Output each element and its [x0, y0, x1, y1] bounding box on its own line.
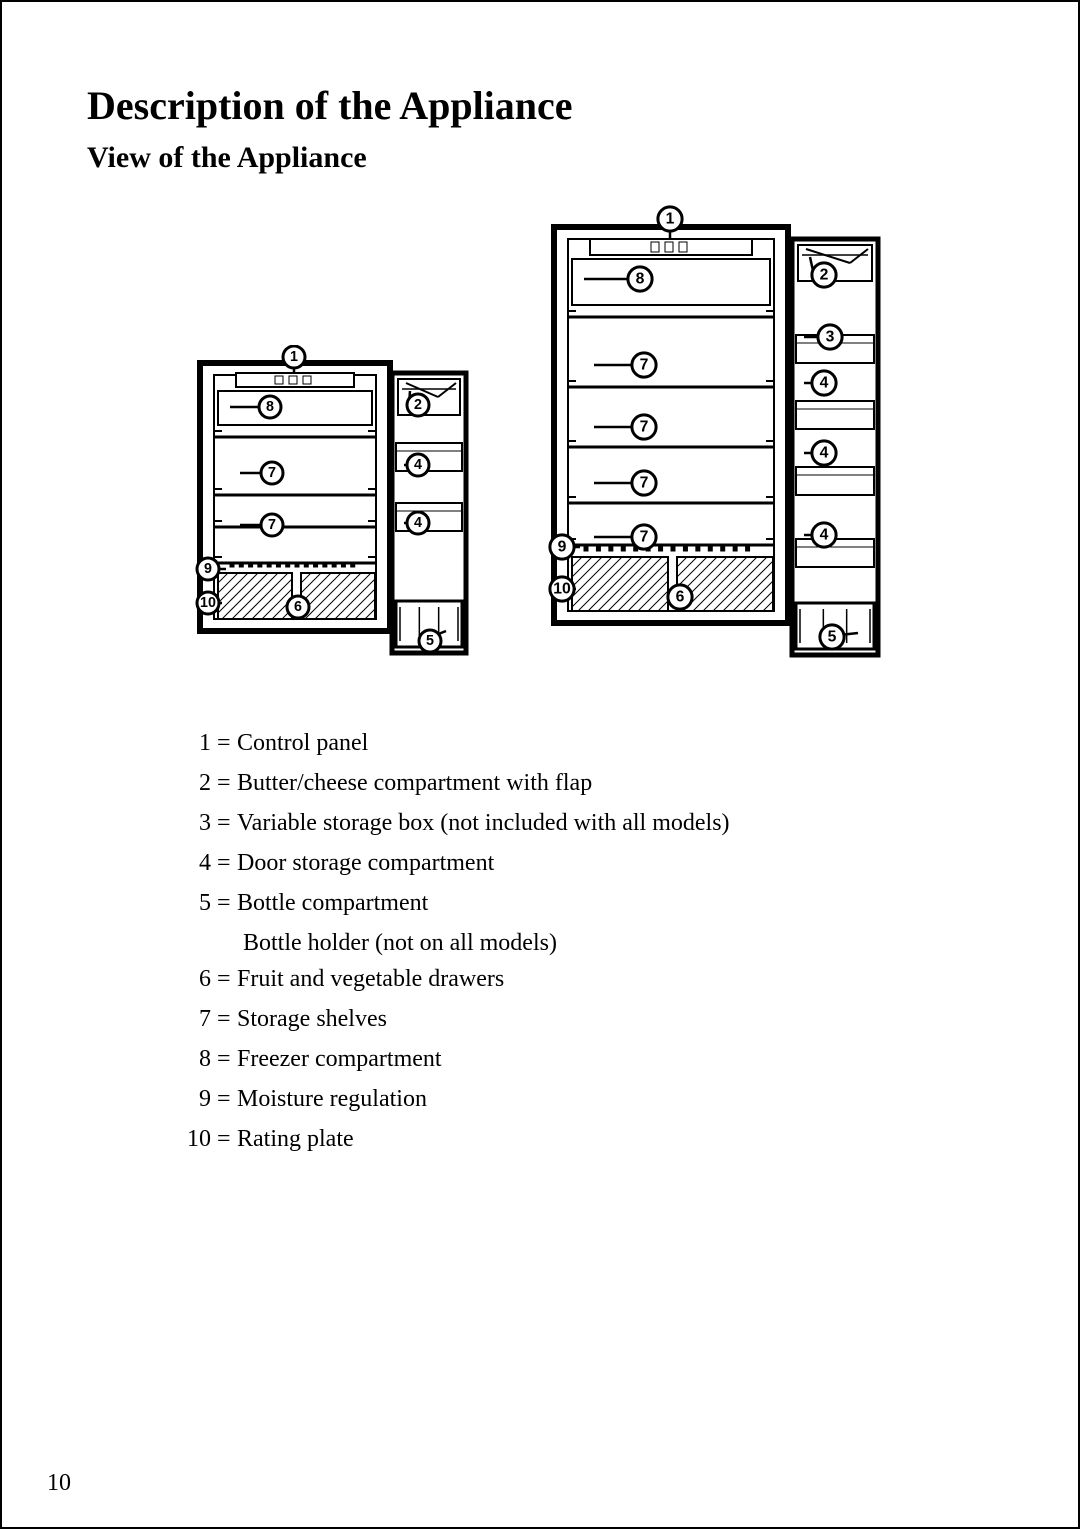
svg-text:7: 7 [640, 357, 649, 374]
svg-text:4: 4 [414, 457, 422, 473]
legend-item: 9=Moisture regulation [167, 1081, 1013, 1117]
legend-text: Storage shelves [237, 1001, 387, 1037]
page-subtitle: View of the Appliance [87, 141, 1013, 175]
legend-equals: = [217, 805, 237, 841]
svg-text:2: 2 [414, 397, 422, 413]
legend-item: 6=Fruit and vegetable drawers [167, 961, 1013, 997]
legend-text: Fruit and vegetable drawers [237, 961, 504, 997]
legend-equals: = [217, 1081, 237, 1117]
legend-text: Freezer compartment [237, 1041, 442, 1077]
svg-text:8: 8 [266, 399, 274, 415]
legend-text: Door storage compartment [237, 845, 494, 881]
legend-equals: = [217, 765, 237, 801]
svg-text:4: 4 [820, 375, 829, 392]
legend-text: Control panel [237, 725, 368, 761]
legend-item: 7=Storage shelves [167, 1001, 1013, 1037]
legend-num: 10 [167, 1121, 217, 1157]
svg-text:9: 9 [204, 561, 212, 577]
svg-text:7: 7 [640, 475, 649, 492]
legend-equals: = [217, 961, 237, 997]
svg-text:9: 9 [558, 539, 567, 556]
svg-text:4: 4 [820, 527, 829, 544]
svg-text:4: 4 [414, 515, 422, 531]
svg-text:4: 4 [820, 445, 829, 462]
legend-item: 3=Variable storage box (not included wit… [167, 805, 1013, 841]
legend-text: Bottle compartment [237, 885, 428, 921]
legend-num: 4 [167, 845, 217, 881]
legend-num: 5 [167, 885, 217, 921]
svg-text:6: 6 [676, 589, 685, 606]
svg-text:1: 1 [290, 349, 298, 365]
legend-equals: = [217, 1001, 237, 1037]
svg-text:2: 2 [820, 267, 829, 284]
legend-num: 2 [167, 765, 217, 801]
legend-item: 5=Bottle compartment [167, 885, 1013, 921]
svg-text:5: 5 [426, 633, 434, 649]
legend-list: 1=Control panel2=Butter/cheese compartme… [167, 725, 1013, 1157]
svg-text:1: 1 [666, 211, 675, 228]
legend-num: 8 [167, 1041, 217, 1077]
svg-text:7: 7 [268, 465, 276, 481]
svg-text:6: 6 [294, 599, 302, 615]
svg-text:10: 10 [553, 581, 571, 598]
legend-text: Rating plate [237, 1121, 354, 1157]
svg-text:10: 10 [200, 595, 216, 611]
svg-text:8: 8 [636, 271, 645, 288]
svg-text:7: 7 [640, 419, 649, 436]
legend-equals: = [217, 845, 237, 881]
svg-text:5: 5 [828, 629, 837, 646]
svg-text:7: 7 [640, 529, 649, 546]
legend-item: 4=Door storage compartment [167, 845, 1013, 881]
legend-item: 8=Freezer compartment [167, 1041, 1013, 1077]
legend-num: 7 [167, 1001, 217, 1037]
legend-note: Bottle holder (not on all models) [243, 925, 1013, 961]
appliance-diagram-large: 1 8 2 3 7 7 7 7 4 4 4 9 10 6 5 [540, 205, 890, 665]
svg-text:7: 7 [268, 517, 276, 533]
legend-item: 1=Control panel [167, 725, 1013, 761]
page-number: 10 [47, 1470, 71, 1497]
legend-item: 10=Rating plate [167, 1121, 1013, 1157]
legend-equals: = [217, 885, 237, 921]
appliance-diagram-small: 1 8 2 7 7 4 4 9 10 6 5 [190, 345, 480, 665]
legend-item: 2=Butter/cheese compartment with flap [167, 765, 1013, 801]
legend-text: Variable storage box (not included with … [237, 805, 730, 841]
legend-num: 1 [167, 725, 217, 761]
legend-equals: = [217, 725, 237, 761]
legend-text: Butter/cheese compartment with flap [237, 765, 592, 801]
diagram-row: 1 8 2 7 7 4 4 9 10 6 5 1 8 2 3 7 7 7 7 4 4 4 9 10 6 5 [67, 205, 1013, 665]
legend-num: 9 [167, 1081, 217, 1117]
page-title: Description of the Appliance [87, 82, 1013, 129]
document-page: Description of the Appliance View of the… [0, 0, 1080, 1529]
legend-text: Moisture regulation [237, 1081, 427, 1117]
legend-equals: = [217, 1041, 237, 1077]
legend-num: 6 [167, 961, 217, 997]
svg-text:3: 3 [826, 329, 835, 346]
legend-equals: = [217, 1121, 237, 1157]
legend-num: 3 [167, 805, 217, 841]
